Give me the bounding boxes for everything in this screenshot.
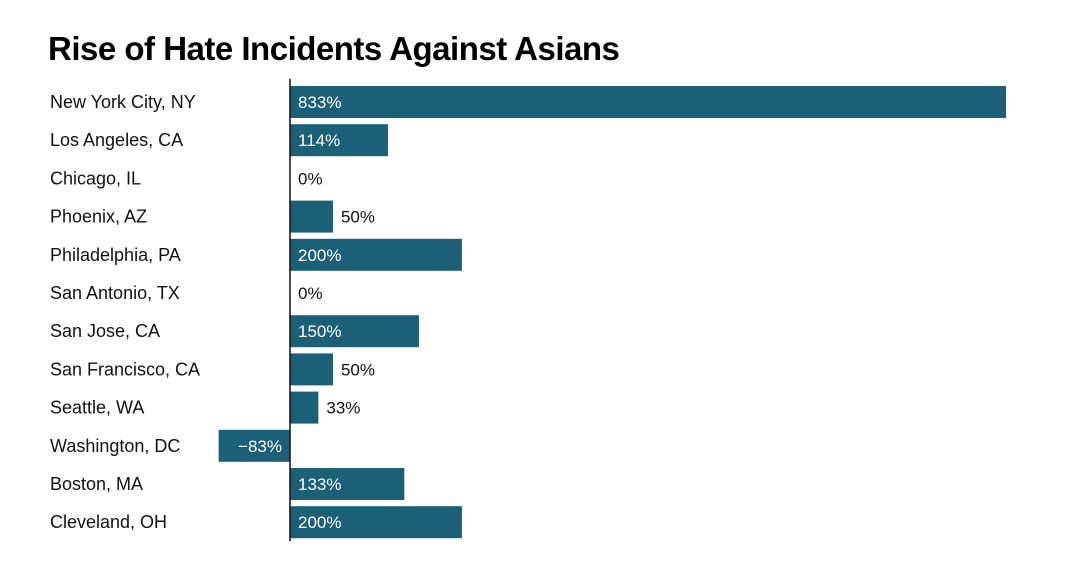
category-label: Los Angeles, CA bbox=[50, 130, 183, 150]
value-label: 0% bbox=[298, 284, 323, 303]
bars-layer bbox=[218, 86, 1006, 539]
category-label: San Jose, CA bbox=[50, 321, 160, 341]
bar bbox=[290, 86, 1006, 118]
value-label: 50% bbox=[341, 208, 375, 227]
bar bbox=[290, 506, 462, 539]
category-label: Boston, MA bbox=[50, 474, 143, 494]
bar bbox=[218, 429, 290, 462]
bar bbox=[290, 124, 388, 157]
value-label: 200% bbox=[298, 513, 341, 532]
value-label: 150% bbox=[298, 322, 341, 341]
chart-title: Rise of Hate Incidents Against Asians bbox=[48, 30, 620, 67]
bar bbox=[290, 200, 333, 233]
value-label: 50% bbox=[341, 360, 375, 379]
category-label: Washington, DC bbox=[50, 436, 180, 456]
category-label: Chicago, IL bbox=[50, 168, 141, 188]
bar bbox=[290, 353, 333, 386]
category-label: New York City, NY bbox=[50, 92, 196, 112]
value-label: 833% bbox=[298, 93, 341, 112]
category-label: San Antonio, TX bbox=[50, 283, 180, 303]
bar bbox=[290, 238, 462, 271]
value-label: 114% bbox=[298, 131, 340, 150]
value-label: 0% bbox=[298, 169, 323, 188]
value-label: 133% bbox=[298, 475, 341, 494]
category-label: Phoenix, AZ bbox=[50, 207, 147, 227]
value-label: −83% bbox=[238, 437, 282, 456]
value-label: 200% bbox=[298, 246, 341, 265]
labels-layer: New York City, NY 833% Los Angeles, CA 114%… bbox=[50, 92, 375, 532]
bar bbox=[290, 468, 405, 500]
bar bbox=[290, 391, 319, 424]
category-label: Seattle, WA bbox=[50, 398, 144, 418]
category-label: Cleveland, OH bbox=[50, 512, 167, 532]
bar bbox=[290, 315, 419, 348]
value-label: 33% bbox=[326, 399, 360, 418]
category-label: Philadelphia, PA bbox=[50, 245, 181, 265]
category-label: San Francisco, CA bbox=[50, 359, 200, 379]
